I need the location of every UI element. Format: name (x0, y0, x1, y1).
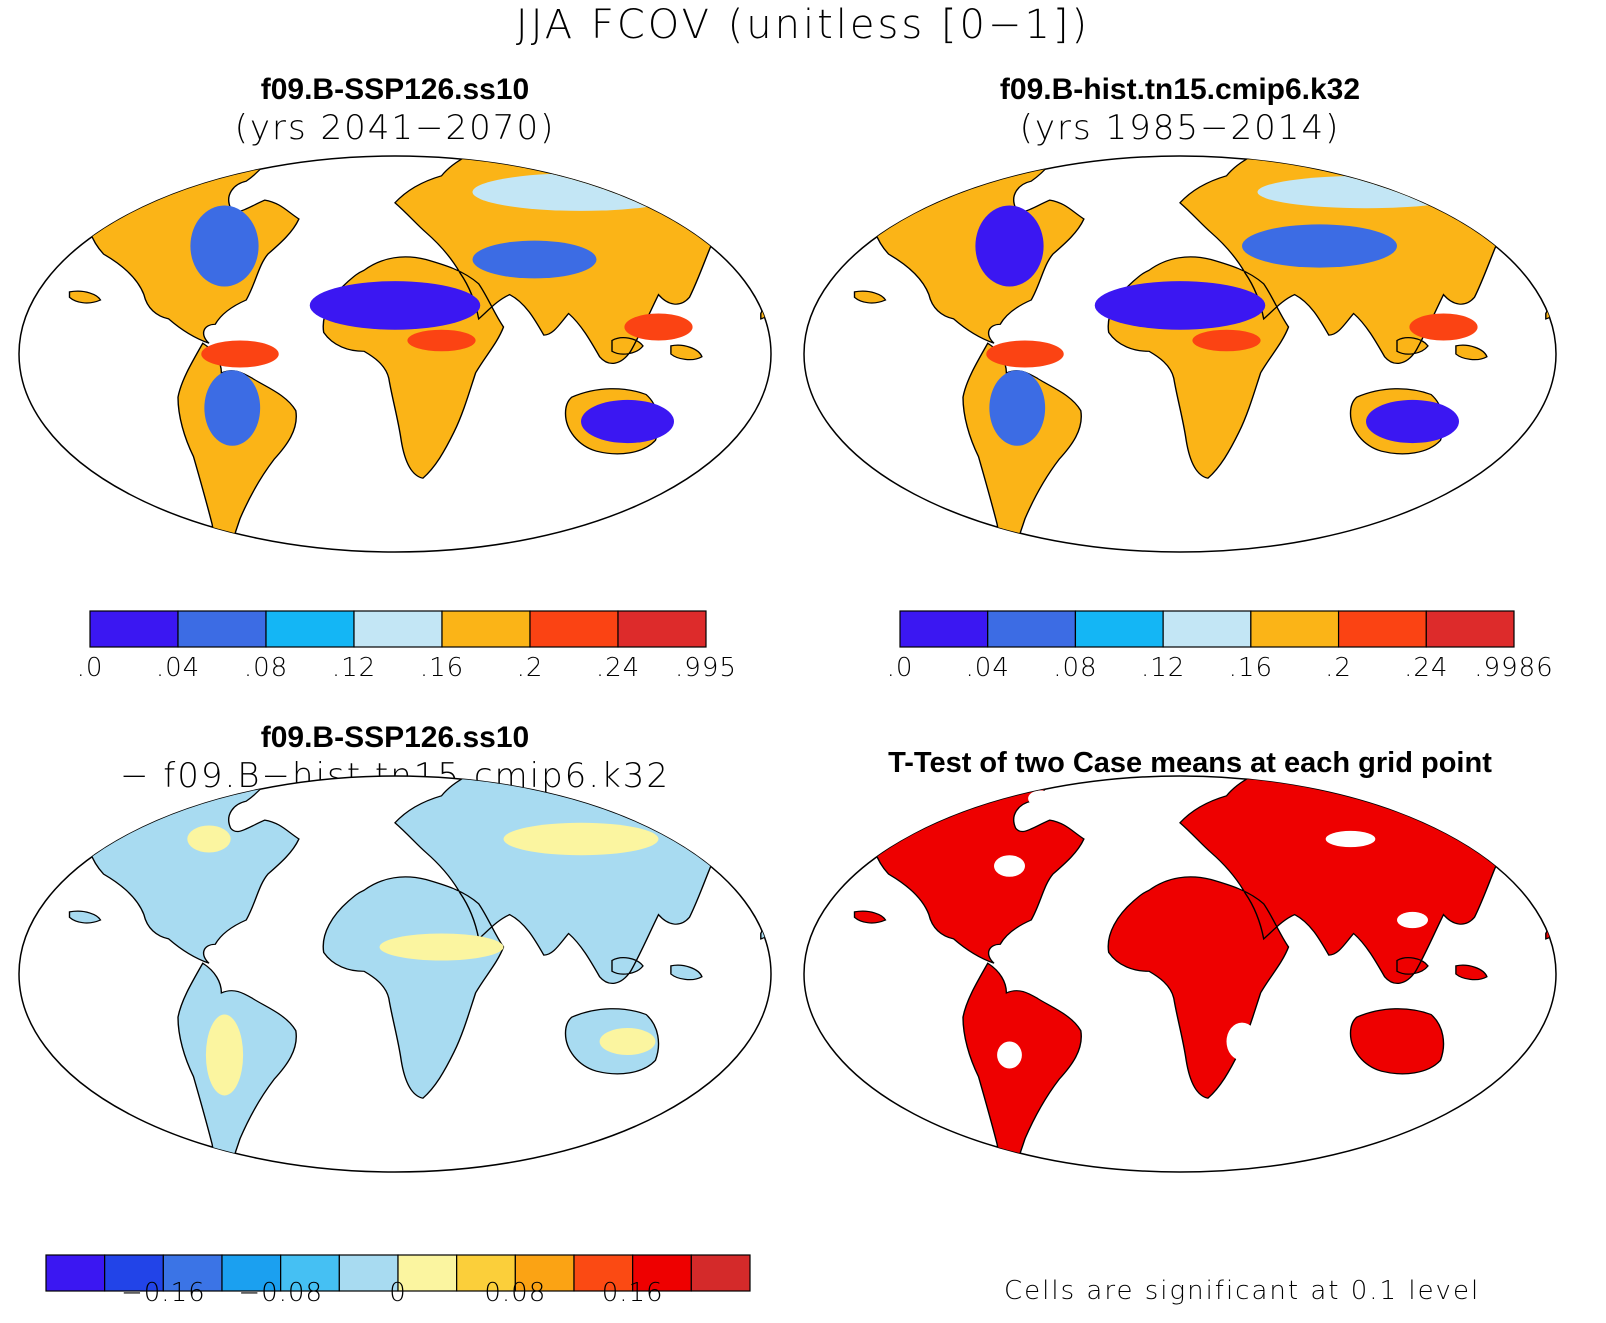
colorbar-tick-label: .2 (1325, 653, 1352, 683)
colorbar-swatch (1337, 610, 1427, 648)
colorbar-swatch (514, 1254, 575, 1292)
significance-note: Cells are significant at 0.1 level (1004, 1276, 1481, 1306)
colorbar-swatch (104, 1254, 164, 1292)
colorbar-tick-label: .08 (243, 653, 289, 683)
colorbar-tick-label: .9986 (1474, 653, 1554, 683)
colorbar-swatch (89, 610, 179, 648)
colorbar-difference (45, 1254, 751, 1292)
figure-title: JJA FCOV (unitless [0−1]) (515, 2, 1091, 48)
colorbar-tick-label: 0.08 (484, 1278, 547, 1308)
panel-1-years: (yrs 2041−2070) (234, 108, 556, 148)
map-case1 (18, 155, 772, 553)
panel-2-case-name: f09.B-hist.tn15.cmip6.k32 (999, 73, 1361, 106)
colorbar-tick-label: .24 (595, 653, 641, 683)
colorbar-tick-label: .12 (1140, 653, 1186, 683)
colorbar-swatch (265, 610, 355, 648)
colorbar-tick-label: 0 (389, 1278, 407, 1308)
colorbar-swatch (45, 1254, 106, 1292)
panel-2-years: (yrs 1985−2014) (1019, 108, 1341, 148)
colorbar-tick-label: .12 (331, 653, 377, 683)
colorbar-tick-label: .16 (419, 653, 465, 683)
colorbar-swatch (338, 1254, 399, 1292)
colorbar-tick-label: .0 (76, 653, 104, 683)
colorbar-swatch (690, 1254, 751, 1292)
colorbar-swatch (1162, 610, 1252, 648)
colorbar-swatch (353, 610, 443, 648)
colorbar-tick-label: .08 (1053, 653, 1098, 683)
colorbar-swatch (441, 610, 531, 648)
colorbar-swatch (177, 610, 267, 648)
colorbar-tick-label: 0.16 (601, 1278, 664, 1308)
panel-3-case-name: f09.B-SSP126.ss10 (260, 721, 530, 754)
colorbar-swatch (573, 1254, 634, 1292)
colorbar-tick-label: .2 (516, 653, 544, 683)
map-ttest (803, 775, 1557, 1173)
colorbar-swatch (1074, 610, 1164, 648)
colorbar-swatch (529, 610, 619, 648)
colorbar-case1 (89, 610, 707, 648)
colorbar-tick-label: .24 (1404, 653, 1449, 683)
colorbar-case2 (899, 610, 1515, 648)
colorbar-tick-label: −0.08 (238, 1278, 323, 1308)
colorbar-tick-label: .04 (965, 653, 1010, 683)
colorbar-tick-label: .16 (1228, 653, 1274, 683)
colorbar-tick-label: .995 (675, 653, 737, 683)
panel-1-case-name: f09.B-SSP126.ss10 (260, 73, 530, 106)
colorbar-swatch (1425, 610, 1515, 648)
panel-4-title: T-Test of two Case means at each grid po… (820, 745, 1560, 781)
colorbar-swatch (899, 610, 989, 648)
panel-2-title: f09.B-hist.tn15.cmip6.k32 (yrs 1985−2014… (880, 72, 1480, 148)
map-difference (18, 775, 772, 1173)
colorbar-swatch (632, 1254, 692, 1292)
colorbar-swatch (280, 1254, 340, 1292)
colorbar-swatch (1250, 610, 1340, 648)
colorbar-swatch (221, 1254, 282, 1292)
map-case2 (803, 155, 1557, 553)
colorbar-swatch (987, 610, 1077, 648)
colorbar-tick-label: −0.16 (120, 1278, 206, 1308)
panel-1-title: f09.B-SSP126.ss10 (yrs 2041−2070) (95, 72, 695, 148)
colorbar-tick-label: .0 (886, 653, 914, 683)
colorbar-swatch (397, 1254, 458, 1292)
panel-4-ttest-title: T-Test of two Case means at each grid po… (888, 747, 1492, 779)
colorbar-swatch (617, 610, 707, 648)
colorbar-tick-label: .04 (155, 653, 201, 683)
